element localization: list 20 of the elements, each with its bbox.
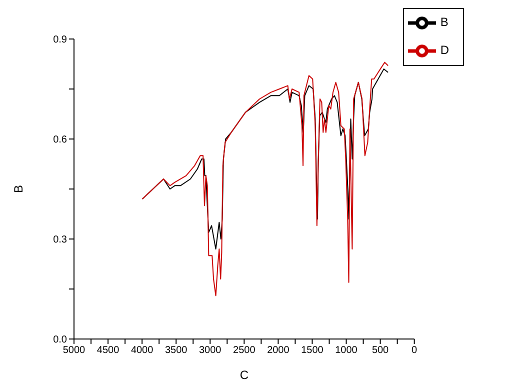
x-tick-label: 0 [412,345,418,356]
y-tick-label: 0.6 [53,134,68,146]
y-tick-label: 0.0 [53,334,68,346]
x-tick-label: 2000 [267,345,290,356]
x-tick-label: 4000 [130,345,154,356]
x-tick-label: 3500 [164,345,188,356]
x-tick-label: 500 [372,345,390,356]
x-tick-label: 3000 [199,345,222,356]
y-tick-label: 0.9 [53,34,68,46]
x-tick-label: 4500 [96,345,120,356]
y-tick-label: 0.3 [53,234,68,246]
x-tick-label: 2500 [233,345,256,356]
x-tick-label: 1500 [301,345,324,356]
legend-label: B [440,15,448,30]
x-tick-label: 5000 [62,345,86,356]
legend-label: D [440,43,449,58]
y-axis-title: B [11,184,26,194]
line-series [142,62,389,296]
x-tick-label: 1000 [335,345,358,356]
x-axis-title: C [240,368,249,382]
